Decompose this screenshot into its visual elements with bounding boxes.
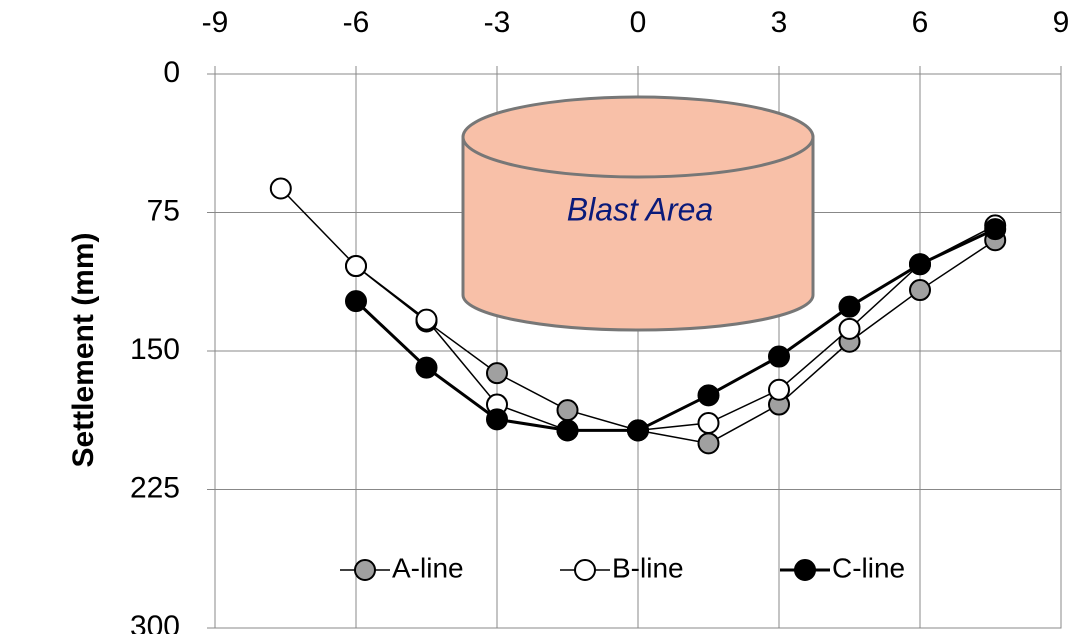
- point: [346, 256, 366, 276]
- x-tick-label: 3: [771, 6, 788, 39]
- point: [699, 385, 719, 405]
- point: [840, 319, 860, 339]
- point: [699, 433, 719, 453]
- point: [487, 363, 507, 383]
- blast-area: Blast Area: [463, 97, 813, 330]
- point: [628, 420, 648, 440]
- y-tick-label: 300: [130, 610, 180, 634]
- point: [840, 297, 860, 317]
- legend-label: B-line: [612, 552, 684, 583]
- legend-marker: [355, 560, 375, 580]
- point: [346, 291, 366, 311]
- point: [910, 280, 930, 300]
- point: [769, 380, 789, 400]
- x-tick-label: -6: [343, 6, 370, 39]
- y-tick-label: 225: [130, 471, 180, 504]
- point: [271, 178, 291, 198]
- point: [417, 358, 437, 378]
- y-axis-label: Settlement (mm): [67, 232, 100, 467]
- point: [417, 310, 437, 330]
- x-tick-label: -3: [484, 6, 511, 39]
- y-tick-label: 150: [130, 333, 180, 366]
- x-tick-label: 9: [1053, 6, 1070, 39]
- x-tick-label: 6: [912, 6, 929, 39]
- legend-label: C-line: [832, 552, 905, 583]
- point: [910, 254, 930, 274]
- y-tick-label: 0: [163, 56, 180, 89]
- point: [558, 400, 578, 420]
- x-tick-label: 0: [630, 6, 647, 39]
- chart: Settlement (mm) 0 75 150 225 300 -9 -6 -3 0 3 6 9 Bl…: [0, 0, 1087, 634]
- point: [985, 219, 1005, 239]
- x-tick-label: -9: [202, 6, 229, 39]
- legend-label: A-line: [392, 552, 464, 583]
- annotation: Blast Area: [567, 191, 713, 227]
- point: [558, 420, 578, 440]
- point: [699, 413, 719, 433]
- cylinder-top: [463, 97, 813, 177]
- legend-marker: [795, 560, 815, 580]
- legend-marker: [575, 560, 595, 580]
- point: [769, 347, 789, 367]
- point: [487, 409, 507, 429]
- y-tick-label: 75: [147, 194, 180, 227]
